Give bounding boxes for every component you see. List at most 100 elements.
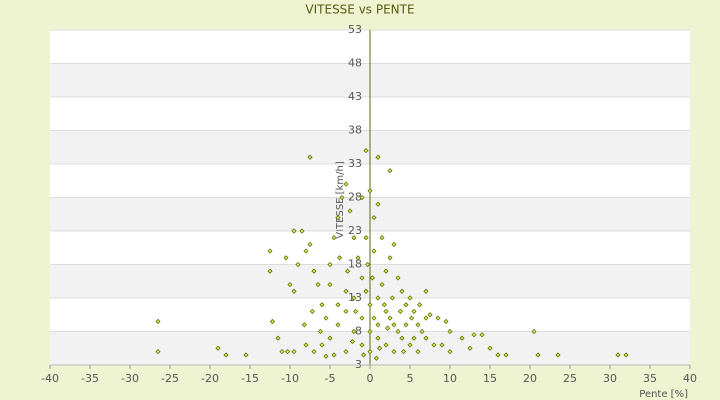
point xyxy=(417,302,423,308)
point xyxy=(407,295,413,301)
x-tick-label: -20 xyxy=(201,372,219,385)
point xyxy=(339,194,345,201)
point xyxy=(363,288,369,294)
point xyxy=(495,352,501,358)
point xyxy=(301,322,307,328)
point xyxy=(439,342,445,348)
point xyxy=(311,268,317,274)
point xyxy=(319,302,325,308)
x-tick-label: -35 xyxy=(81,372,99,385)
x-tick-label: -10 xyxy=(281,372,299,385)
point xyxy=(395,328,401,335)
point xyxy=(367,328,373,335)
point xyxy=(327,282,333,288)
point xyxy=(371,315,377,321)
point xyxy=(401,349,407,355)
point xyxy=(423,335,429,341)
point xyxy=(387,315,393,321)
point xyxy=(291,228,297,234)
point xyxy=(295,261,301,268)
point xyxy=(303,248,309,254)
point xyxy=(267,268,273,274)
point xyxy=(335,322,341,328)
point xyxy=(419,328,425,335)
point xyxy=(307,154,313,160)
x-tick-label: 30 xyxy=(603,372,617,385)
point xyxy=(315,282,321,288)
point xyxy=(409,315,415,321)
point xyxy=(223,352,229,358)
point xyxy=(387,168,393,174)
point xyxy=(397,308,403,314)
point xyxy=(269,318,275,325)
y-tick-label: 8 xyxy=(355,325,362,338)
point xyxy=(375,201,381,207)
point xyxy=(291,349,297,355)
x-tick-label: -25 xyxy=(161,372,179,385)
point xyxy=(403,322,409,328)
point xyxy=(371,248,377,254)
x-tick-label: -15 xyxy=(241,372,259,385)
point xyxy=(215,345,221,351)
point xyxy=(383,308,389,314)
point xyxy=(391,349,397,355)
point xyxy=(363,235,369,241)
point xyxy=(379,235,385,241)
point xyxy=(363,148,369,154)
point xyxy=(267,248,273,254)
point xyxy=(391,322,397,328)
point xyxy=(327,335,333,341)
point xyxy=(431,342,437,348)
y-tick-label: 38 xyxy=(348,124,362,137)
point xyxy=(155,349,161,355)
x-tick-label: 25 xyxy=(563,372,577,385)
point xyxy=(531,328,537,335)
point xyxy=(335,302,341,308)
point xyxy=(355,255,361,261)
point xyxy=(443,318,449,325)
point xyxy=(343,288,349,294)
point xyxy=(351,235,357,241)
point xyxy=(331,352,337,358)
point xyxy=(275,335,281,341)
point xyxy=(359,342,365,348)
x-tick-label: 20 xyxy=(523,372,537,385)
point xyxy=(331,235,337,241)
x-tick-label: 35 xyxy=(643,372,657,385)
x-tick-label: 40 xyxy=(683,372,697,385)
point xyxy=(335,215,341,221)
point xyxy=(535,352,541,358)
point xyxy=(365,261,371,268)
point xyxy=(459,335,465,341)
point xyxy=(317,328,323,335)
point xyxy=(299,228,305,234)
point xyxy=(447,349,453,355)
point xyxy=(323,353,329,359)
point xyxy=(349,338,355,345)
point xyxy=(283,255,289,261)
point xyxy=(367,302,373,308)
point xyxy=(309,308,315,314)
x-tick-label: -5 xyxy=(325,372,336,385)
point xyxy=(395,275,401,281)
point xyxy=(369,275,375,281)
point xyxy=(351,328,357,335)
y-tick-label: 18 xyxy=(348,258,362,271)
point xyxy=(337,255,343,261)
point xyxy=(351,295,357,301)
point xyxy=(359,194,365,201)
point xyxy=(287,282,293,288)
point xyxy=(343,308,349,314)
point xyxy=(279,349,285,355)
point xyxy=(347,208,353,214)
y-tick-label: 28 xyxy=(348,191,362,204)
point xyxy=(343,349,349,355)
point xyxy=(479,332,485,338)
point xyxy=(311,349,317,355)
x-tick-label: 15 xyxy=(483,372,497,385)
point xyxy=(435,315,441,321)
point xyxy=(471,332,477,338)
point xyxy=(389,295,395,301)
point xyxy=(367,349,373,355)
